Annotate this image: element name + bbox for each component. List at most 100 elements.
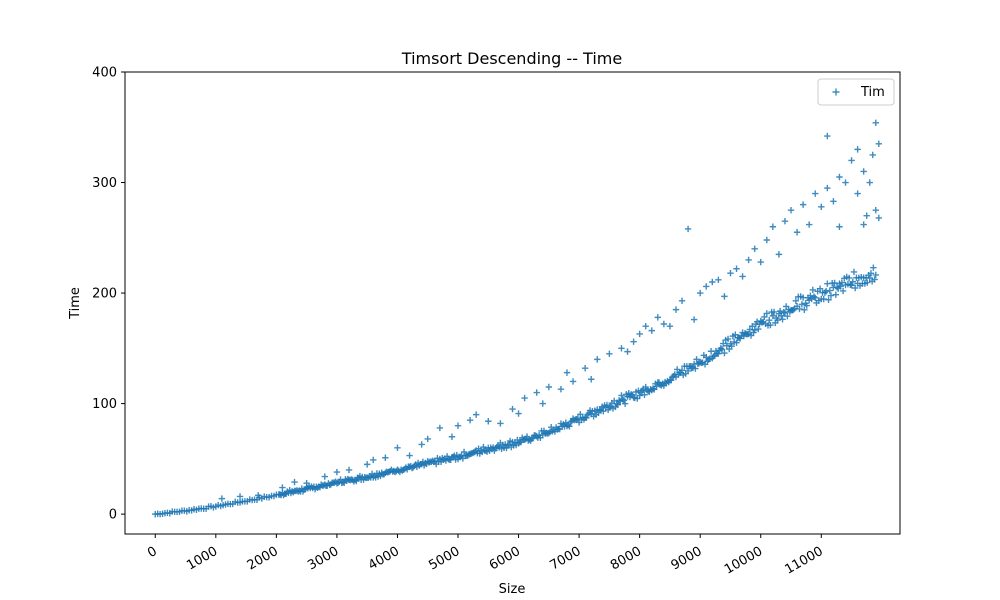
y-tick-label: 0 <box>109 508 117 523</box>
data-point <box>678 367 686 374</box>
data-point <box>641 391 648 398</box>
data-point <box>778 312 785 319</box>
data-point-outlier <box>739 273 746 280</box>
chart-title: Timsort Descending -- Time <box>401 49 622 68</box>
data-point-outlier <box>818 203 825 211</box>
data-point-outlier <box>418 441 425 448</box>
data-point <box>755 325 762 333</box>
data-point-outlier <box>824 132 831 140</box>
y-tick-label: 300 <box>92 176 117 191</box>
data-point-outlier <box>485 418 492 425</box>
data-point-outlier <box>824 184 831 192</box>
data-point <box>732 331 739 338</box>
data-point <box>718 346 726 353</box>
data-point-outlier <box>660 320 668 328</box>
data-point <box>717 345 724 352</box>
data-point <box>801 306 808 313</box>
data-point-outlier <box>875 140 883 148</box>
data-point-outlier <box>291 478 298 486</box>
data-point <box>848 282 855 289</box>
data-point-outlier <box>642 323 649 330</box>
data-point-outlier <box>406 452 413 459</box>
data-point <box>807 292 814 299</box>
data-point <box>780 308 787 316</box>
data-point-outlier <box>721 293 728 300</box>
legend-box <box>817 78 895 106</box>
data-point <box>810 293 818 300</box>
data-point <box>636 392 643 399</box>
data-point <box>653 383 660 390</box>
data-point <box>567 418 574 426</box>
data-point <box>684 367 692 375</box>
data-point-outlier <box>860 221 867 228</box>
data-point-outlier <box>218 495 226 502</box>
legend-marker <box>832 88 840 96</box>
data-point <box>866 274 873 282</box>
data-point <box>784 312 791 320</box>
data-point-outlier <box>454 422 462 429</box>
data-point-outlier <box>690 316 698 323</box>
data-point-outlier <box>521 394 528 402</box>
data-point <box>667 377 675 384</box>
data-point <box>872 271 879 279</box>
data-point-outlier <box>854 146 861 153</box>
data-point <box>600 408 607 415</box>
data-point-outlier <box>436 424 444 432</box>
data-point-outlier <box>836 173 843 181</box>
data-point <box>710 353 717 360</box>
data-point <box>826 287 833 294</box>
data-point-outlier <box>869 151 876 159</box>
data-point <box>792 297 800 304</box>
data-point-outlier <box>472 411 480 418</box>
data-point <box>749 323 756 330</box>
data-point <box>776 307 784 315</box>
data-point-outlier <box>836 223 843 230</box>
data-point-outlier <box>751 245 758 253</box>
data-point <box>751 326 758 334</box>
data-point <box>761 313 768 321</box>
data-point-outlier <box>860 168 867 175</box>
data-point <box>837 283 844 290</box>
data-point <box>864 279 871 286</box>
data-point-outlier <box>812 190 819 197</box>
data-point-outlier <box>594 356 601 363</box>
data-point-outlier <box>588 376 595 383</box>
data-point-outlier <box>727 269 734 277</box>
data-point <box>715 350 722 357</box>
data-point <box>619 396 626 403</box>
data-point-outlier <box>497 420 504 427</box>
data-point-outlier <box>866 179 873 186</box>
y-axis: 0 100 200 300 400 <box>92 66 125 523</box>
data-point-outlier <box>363 461 371 468</box>
data-point <box>721 349 728 357</box>
data-points <box>152 119 883 518</box>
data-point-outlier <box>666 323 674 330</box>
plot-frame <box>124 71 901 535</box>
data-point-outlier <box>715 276 722 283</box>
data-point-outlier <box>863 212 870 219</box>
data-point-outlier <box>448 433 456 440</box>
data-point <box>621 400 629 407</box>
data-point-outlier <box>424 435 431 443</box>
data-point <box>850 268 858 276</box>
data-point <box>620 397 628 404</box>
data-point-outlier <box>533 389 540 396</box>
data-point <box>774 316 781 324</box>
data-point <box>849 278 856 285</box>
data-point <box>839 287 847 295</box>
data-point-outlier <box>854 190 861 197</box>
data-point <box>618 392 625 399</box>
y-axis-label: Time <box>68 287 83 320</box>
data-point-outlier <box>805 221 813 228</box>
data-point <box>614 401 622 408</box>
data-point <box>770 308 778 316</box>
data-point <box>767 321 774 329</box>
data-point-outlier <box>745 256 752 264</box>
data-point <box>852 284 859 292</box>
data-point-outlier <box>569 378 577 385</box>
data-point <box>649 385 657 392</box>
data-point-outlier <box>654 314 662 321</box>
data-point <box>574 415 582 422</box>
data-point-outlier <box>466 416 474 424</box>
